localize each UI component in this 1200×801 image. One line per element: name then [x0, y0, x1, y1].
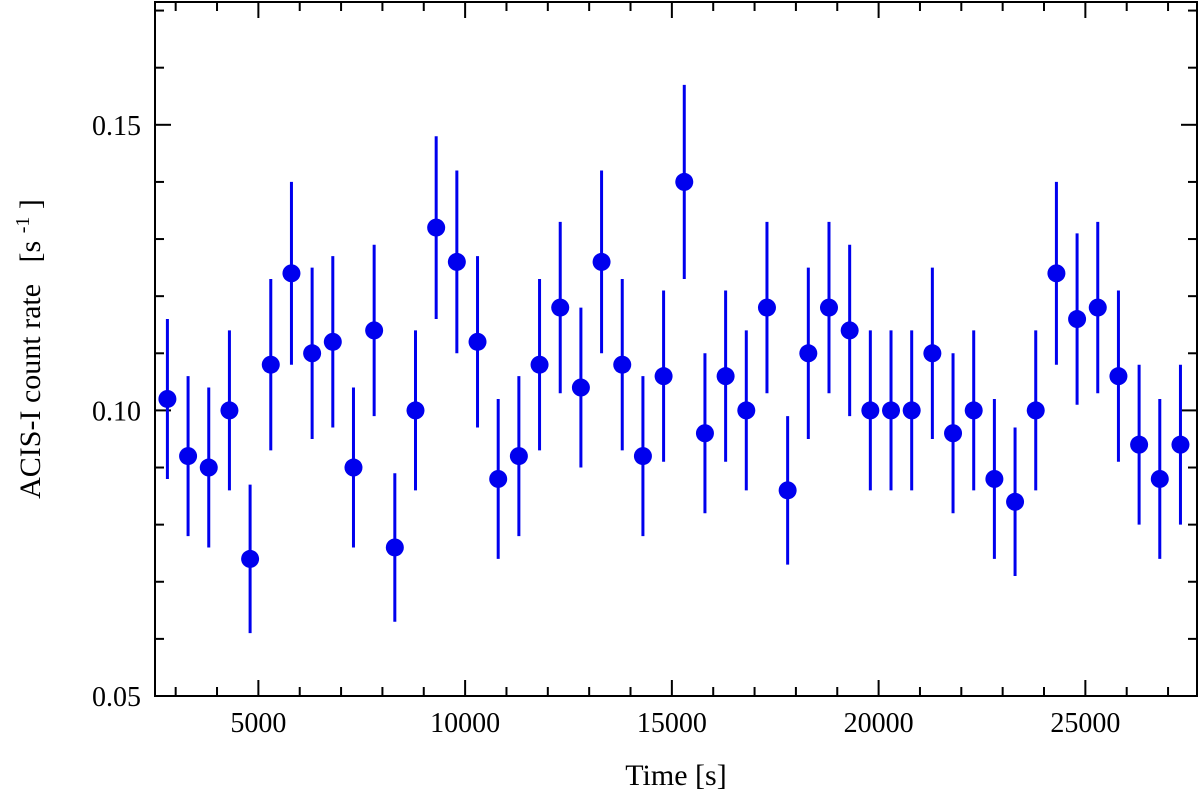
y-axis-title: ACIS-I count rate [s -1 ]	[12, 199, 47, 499]
data-point	[1006, 492, 1025, 511]
data-point	[1047, 264, 1066, 283]
data-point	[158, 389, 177, 408]
data-point	[675, 172, 694, 191]
error-bars	[165, 84, 1182, 634]
data-point	[799, 344, 818, 363]
data-point	[220, 401, 239, 420]
y-axis-ticks	[155, 9, 1197, 697]
data-point	[964, 401, 983, 420]
data-points	[158, 172, 1190, 568]
data-point	[323, 332, 342, 351]
x-axis-title: Time [s]	[625, 759, 726, 792]
y-tick-label: 0.10	[92, 396, 141, 427]
data-point	[406, 401, 425, 420]
data-point	[654, 367, 673, 386]
data-point	[385, 538, 404, 557]
data-point	[944, 424, 963, 443]
x-tick-labels: 5000 10000 15000 20000 25000	[230, 708, 1120, 739]
x-tick-label: 25000	[1050, 708, 1120, 739]
data-point	[447, 252, 466, 271]
data-point	[819, 298, 838, 317]
data-point	[737, 401, 756, 420]
data-point	[633, 447, 652, 466]
y-tick-labels: 0.05 0.10 0.15	[92, 111, 141, 713]
y-tick-label: 0.05	[92, 682, 141, 713]
data-point	[1150, 469, 1169, 488]
data-point	[902, 401, 921, 420]
y-axis-title-unit: [s	[14, 241, 47, 263]
data-point	[592, 252, 611, 271]
data-point	[613, 355, 632, 374]
data-point	[427, 218, 446, 237]
data-point	[985, 469, 1004, 488]
data-point	[468, 332, 487, 351]
data-point	[1109, 367, 1128, 386]
data-point	[923, 344, 942, 363]
x-tick-label: 10000	[430, 708, 500, 739]
data-point	[778, 481, 797, 500]
data-point	[1068, 310, 1087, 329]
y-axis-title-main: ACIS-I count rate	[14, 284, 47, 499]
data-point	[261, 355, 280, 374]
x-tick-label: 20000	[844, 708, 914, 739]
data-point	[840, 321, 859, 340]
data-point	[861, 401, 880, 420]
data-point	[530, 355, 549, 374]
data-point	[365, 321, 384, 340]
data-point	[695, 424, 714, 443]
y-tick-label: 0.15	[92, 111, 141, 142]
data-point	[179, 447, 198, 466]
data-point	[509, 447, 528, 466]
data-point	[551, 298, 570, 317]
data-point	[241, 549, 260, 568]
data-point	[1026, 401, 1045, 420]
x-tick-label: 15000	[637, 708, 707, 739]
x-tick-label: 5000	[230, 708, 286, 739]
data-point	[344, 458, 363, 477]
data-point	[199, 458, 218, 477]
y-axis-title-unit-exponent: -1	[12, 217, 34, 234]
plot-frame	[154, 1, 1198, 697]
data-point	[757, 298, 776, 317]
data-point	[489, 469, 508, 488]
data-point	[1171, 435, 1190, 454]
data-point	[1130, 435, 1149, 454]
y-axis-title-unit-close: ]	[14, 199, 47, 209]
plot-border	[154, 1, 1198, 697]
data-point	[282, 264, 301, 283]
data-point	[1088, 298, 1107, 317]
x-axis-ticks	[174, 2, 1170, 696]
data-point	[716, 367, 735, 386]
data-point	[303, 344, 322, 363]
data-point	[882, 401, 901, 420]
data-point	[571, 378, 590, 397]
